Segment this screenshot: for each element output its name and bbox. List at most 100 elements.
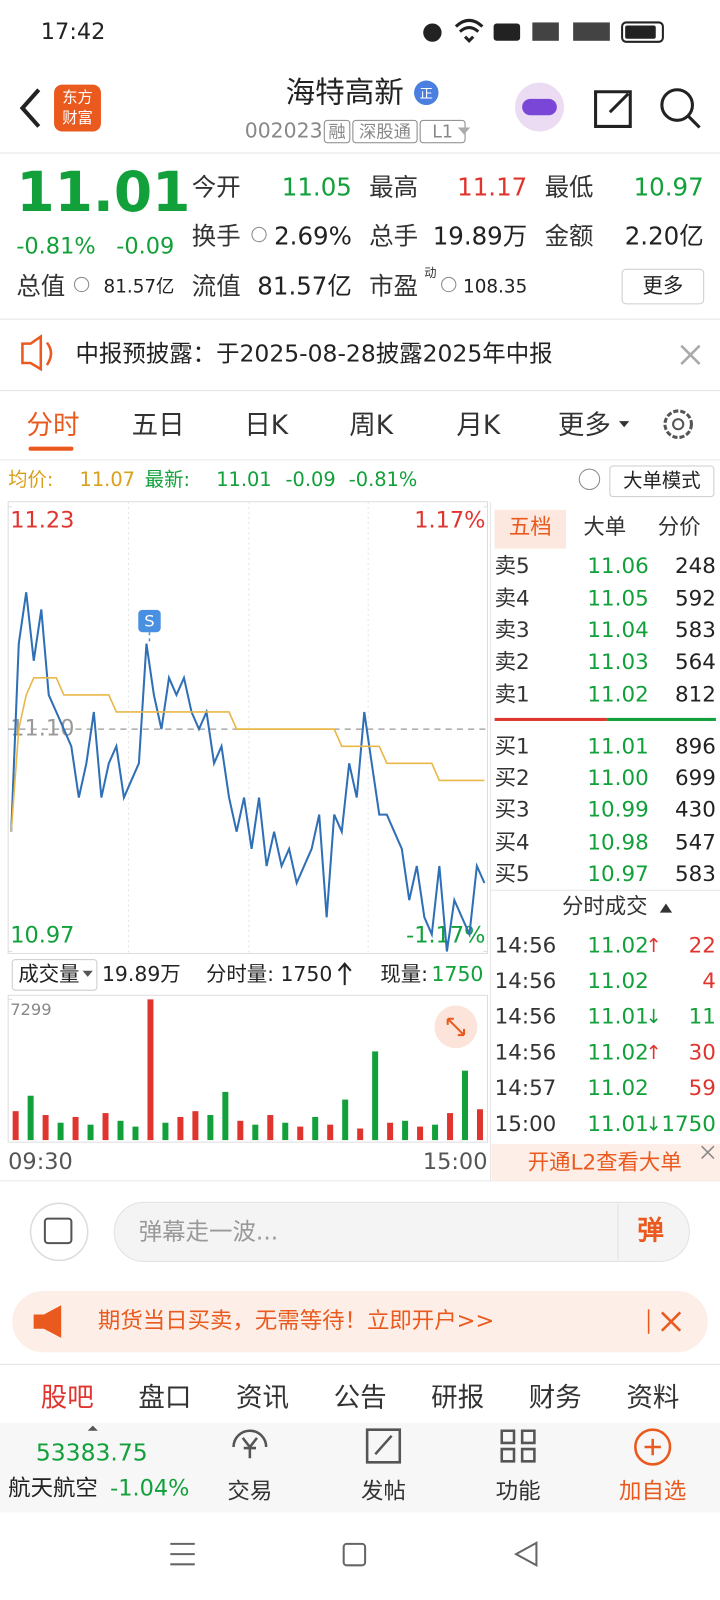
trade-arrow: ↓ [646, 1112, 662, 1135]
stat-value: 11.17 [457, 173, 527, 202]
stat-label: 最高 [369, 173, 418, 202]
latest-change: -0.09 [286, 468, 336, 491]
trade-volume: 22 [689, 933, 716, 958]
book-price: 11.04 [587, 618, 648, 643]
section-tab[interactable]: 资讯 [236, 1383, 289, 1414]
signal-marker [138, 609, 161, 633]
status-time: 17:42 [41, 19, 106, 45]
volume-bar [432, 1124, 439, 1141]
bottom-nav [0, 1422, 720, 1513]
book-tab[interactable]: 分价 [658, 515, 701, 540]
nav-icon [634, 1428, 672, 1466]
volume-bar [387, 1122, 394, 1141]
dropdown-icon [457, 127, 471, 135]
book-volume: 592 [675, 587, 716, 612]
section-tab[interactable]: 股吧 [41, 1383, 94, 1414]
tag: L1 [432, 123, 453, 143]
section-tab[interactable]: 公告 [334, 1383, 387, 1414]
volume-bar [162, 1122, 169, 1141]
system-back[interactable] [513, 1541, 538, 1568]
period-tab[interactable]: 周K [349, 410, 394, 441]
battery-icon [621, 21, 664, 43]
settings-button[interactable] [663, 409, 693, 440]
section-tab[interactable]: 研报 [431, 1383, 484, 1414]
volume-bar [42, 1115, 49, 1141]
comment-placeholder[interactable]: 弹幕走一波... [139, 1217, 279, 1245]
change-pct: -0.81% [16, 233, 95, 259]
stat-label: 最低 [545, 173, 594, 202]
more-button-text[interactable]: 更多 [643, 274, 684, 298]
nav-item[interactable]: 交易 [227, 1478, 272, 1504]
up-arrow [337, 962, 352, 986]
period-tab[interactable]: 更多 [558, 410, 611, 441]
send-button[interactable]: 弹 [637, 1215, 664, 1246]
now-volume: 1750 [432, 962, 484, 986]
trade-arrow: ↑ [646, 934, 662, 957]
share-button[interactable] [594, 90, 632, 128]
book-tab[interactable]: 五档 [509, 515, 552, 540]
trade-arrow: ↓ [646, 1005, 662, 1028]
section-tab[interactable]: 盘口 [138, 1383, 191, 1414]
mode-button-text[interactable]: 大单模式 [623, 469, 700, 492]
help-icon [578, 468, 601, 490]
ad-banner [12, 1291, 708, 1353]
notice-text: 中报预披露：于2025-08-28披露2025年中报 [75, 339, 552, 367]
book-volume: 583 [675, 862, 716, 887]
stat-label: 总手 [369, 222, 418, 251]
ad-text[interactable]: 期货当日买卖，无需等待！立即开户>> [98, 1308, 494, 1334]
period-tab[interactable]: 月K [456, 410, 501, 441]
close-button[interactable] [660, 1311, 682, 1332]
section-tab[interactable]: 资料 [626, 1383, 679, 1414]
section-tab[interactable]: 财务 [529, 1383, 582, 1414]
tag-box [323, 119, 351, 144]
comment-toggle[interactable] [29, 1202, 89, 1262]
settings-center [672, 418, 685, 431]
trade-price: 11.02 [587, 933, 648, 958]
period-tab[interactable]: 分时 [27, 410, 80, 441]
megaphone-icon [33, 1305, 62, 1338]
volume-bar [282, 1122, 289, 1141]
stock-name: 海特高新 [286, 75, 404, 109]
system-menu[interactable] [170, 1542, 195, 1566]
expand-icon [446, 1017, 466, 1037]
close-button[interactable] [701, 1145, 715, 1159]
stat-sup: 动 [424, 266, 436, 280]
nav-icon [644, 1438, 661, 1456]
stat-label: 今开 [192, 173, 241, 202]
volume-bar [327, 1124, 334, 1141]
stat-value: 2.69% [274, 222, 352, 251]
info-icon [441, 276, 457, 293]
book-level: 买3 [495, 798, 530, 823]
stat-value: 11.05 [282, 173, 352, 202]
stat-value: 108.35 [463, 277, 527, 298]
search-button[interactable] [660, 88, 694, 122]
trade-time: 14:57 [495, 1076, 557, 1101]
volume-bar [27, 1095, 34, 1141]
volume-select [11, 959, 98, 991]
avg-price-line [10, 677, 485, 832]
battery-level [625, 25, 656, 39]
latest-value: 11.01 [216, 468, 271, 491]
nav-item[interactable]: 发帖 [361, 1478, 406, 1504]
nav-item[interactable]: 功能 [496, 1478, 541, 1504]
book-tab[interactable]: 大单 [583, 515, 626, 540]
trade-volume: 1750 [661, 1112, 715, 1137]
now-volume-label: 现量: [380, 962, 428, 986]
l2-banner[interactable]: 开通L2查看大单 [528, 1151, 682, 1176]
nav-item[interactable]: 加自选 [619, 1478, 686, 1504]
y2-tick-label: 1.17% [414, 508, 485, 534]
trade-price: 11.01 [587, 1005, 648, 1030]
system-home [342, 1542, 367, 1567]
close-button[interactable] [680, 344, 701, 365]
back-button[interactable] [19, 88, 41, 128]
trade-price: 11.01 [587, 1112, 648, 1137]
book-price: 11.03 [587, 650, 648, 675]
chart-frame [7, 501, 488, 954]
book-volume: 248 [675, 554, 716, 579]
volume-label[interactable]: 成交量 [18, 962, 79, 986]
bid-ask-bar-green [606, 717, 716, 721]
period-tab[interactable]: 日K [244, 410, 289, 441]
badge [414, 80, 439, 106]
book-price: 10.99 [587, 798, 648, 823]
period-tab[interactable]: 五日 [132, 410, 185, 441]
